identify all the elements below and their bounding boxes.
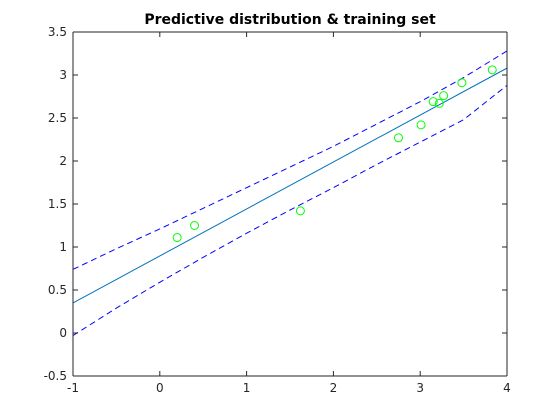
plot-area (73, 50, 507, 337)
axes: -1 0 1 2 3 4 -0.5 0 0.5 1 1.5 2 2.5 3 3.5 (44, 25, 511, 395)
training-point (439, 91, 449, 101)
training-point (172, 233, 182, 243)
training-point (295, 206, 305, 216)
x-tick-label: 0 (156, 381, 164, 395)
training-point (394, 133, 403, 143)
training-point (487, 65, 497, 75)
training-point (457, 78, 467, 88)
training-point (428, 97, 438, 107)
mean-prediction-line (73, 67, 507, 304)
y-tick-label: 3.5 (48, 25, 67, 39)
y-tick-label: 2.5 (48, 111, 67, 125)
x-tick-label: 2 (330, 381, 338, 395)
y-tick-label: 1 (59, 240, 67, 254)
x-tick-label: 4 (503, 381, 511, 395)
x-tick-label: 3 (416, 381, 424, 395)
y-tick-label: 0 (59, 326, 67, 340)
confidence-bound-line-1 (73, 50, 507, 270)
x-tick-label: 1 (243, 381, 251, 395)
y-tick-label: -0.5 (44, 369, 67, 383)
confidence-bound-line-2 (73, 84, 507, 337)
y-tick-label: 0.5 (48, 283, 67, 297)
training-point (416, 120, 426, 130)
y-tick-label: 1.5 (48, 197, 67, 211)
training-point (190, 221, 200, 230)
y-tick-label: 3 (59, 68, 67, 82)
y-tick-label: 2 (59, 154, 67, 168)
training-point (434, 98, 444, 108)
x-tick-label: -1 (67, 381, 79, 395)
chart-title: Predictive distribution & training set (144, 12, 436, 28)
